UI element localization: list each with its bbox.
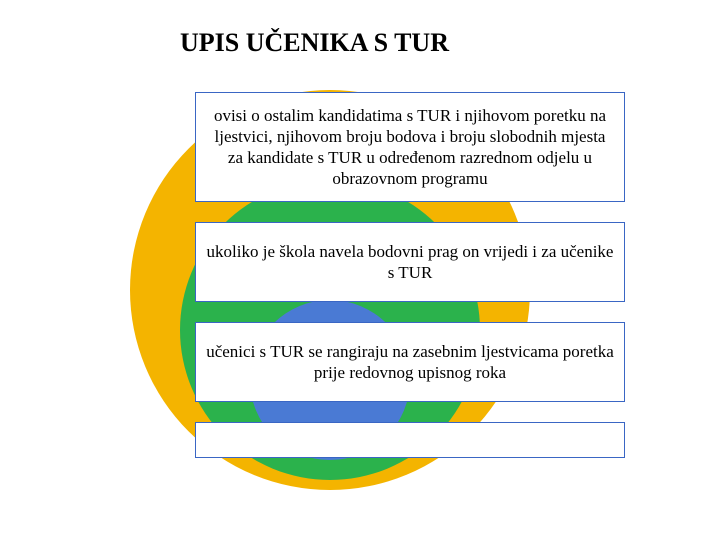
info-box-3-text: učenici s TUR se rangiraju na zasebnim l… [206, 341, 614, 384]
info-box-3: učenici s TUR se rangiraju na zasebnim l… [195, 322, 625, 402]
info-box-2-text: ukoliko je škola navela bodovni prag on … [206, 241, 614, 284]
info-box-4 [195, 422, 625, 458]
page-title: UPIS UČENIKA S TUR [180, 28, 449, 58]
info-box-2: ukoliko je škola navela bodovni prag on … [195, 222, 625, 302]
info-box-1-text: ovisi o ostalim kandidatima s TUR i njih… [206, 105, 614, 190]
info-box-1: ovisi o ostalim kandidatima s TUR i njih… [195, 92, 625, 202]
